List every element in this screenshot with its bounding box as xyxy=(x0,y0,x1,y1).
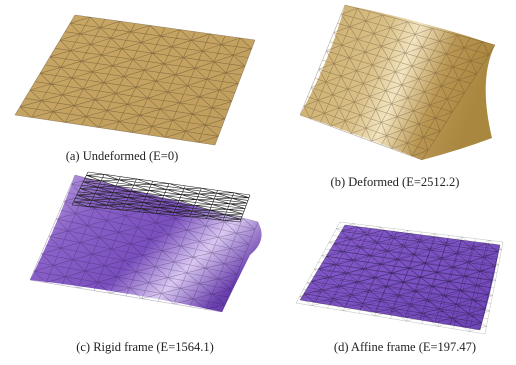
caption: (b) Deformed (E=2512.2) xyxy=(331,175,460,189)
mesh-c-surface xyxy=(30,175,262,312)
meshes xyxy=(15,5,503,334)
caption: (a) Undeformed (E=0) xyxy=(66,149,179,163)
caption: (c) Rigid frame (E=1564.1) xyxy=(76,340,214,354)
figure: (a) Undeformed (E=0) (b) Deformed (E=251… xyxy=(0,0,516,365)
page: (a) Undeformed (E=0) (b) Deformed (E=251… xyxy=(0,0,516,365)
caption: (d) Affine frame (E=197.47) xyxy=(334,340,476,354)
mesh-b-surface xyxy=(300,5,495,160)
